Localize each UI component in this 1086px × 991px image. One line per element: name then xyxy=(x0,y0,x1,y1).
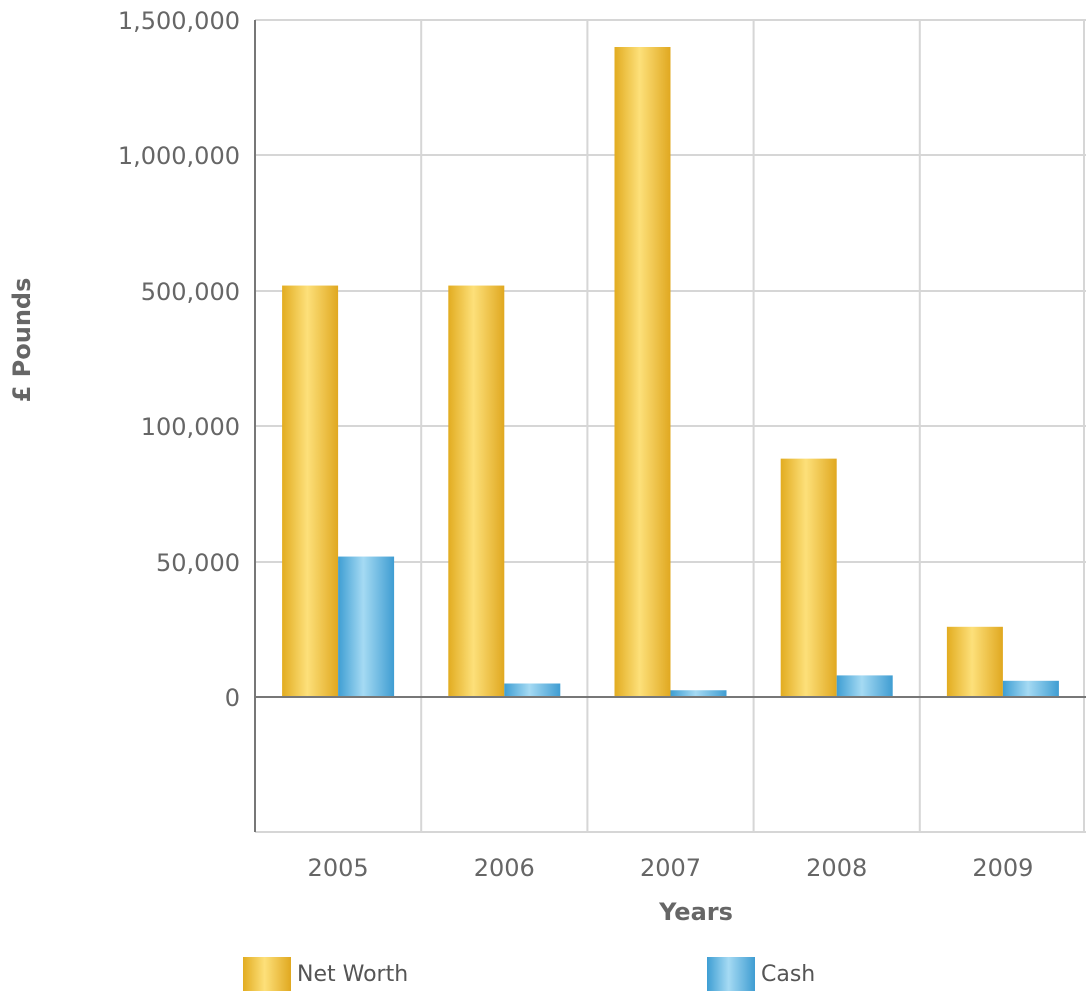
bar-cash-2005[interactable] xyxy=(338,556,395,697)
x-tick-label: 2009 xyxy=(972,854,1033,882)
bar-cash-2007[interactable] xyxy=(670,690,727,697)
x-tick-label: 2008 xyxy=(806,854,867,882)
tick-labels: 0 50,000 100,000 500,000 1,000,000 1,500,000 2… xyxy=(118,7,1034,882)
legend-swatch-net-worth xyxy=(243,957,291,991)
axes xyxy=(254,20,1086,832)
y-tick-label: 100,000 xyxy=(141,413,240,441)
bars xyxy=(282,47,1059,697)
x-axis-title: Years xyxy=(658,898,733,926)
legend-item-net-worth[interactable]: Net Worth xyxy=(243,957,408,991)
y-tick-label: 500,000 xyxy=(141,278,240,306)
bar-cash-2008[interactable] xyxy=(836,675,893,697)
legend-swatch-cash xyxy=(707,957,755,991)
bar-net-worth-2009[interactable] xyxy=(946,626,1003,697)
y-axis-title: £ Pounds xyxy=(8,278,36,403)
bar-cash-2006[interactable] xyxy=(504,683,561,698)
bar-cash-2009[interactable] xyxy=(1002,680,1059,697)
y-tick-label: 1,000,000 xyxy=(118,142,240,170)
x-tick-label: 2005 xyxy=(308,854,369,882)
legend-label-cash: Cash xyxy=(761,961,816,987)
legend-label-net-worth: Net Worth xyxy=(297,961,409,987)
bar-net-worth-2007[interactable] xyxy=(614,47,671,697)
bar-net-worth-2005[interactable] xyxy=(282,285,339,697)
legend-item-cash[interactable]: Cash xyxy=(707,957,815,991)
x-tick-label: 2006 xyxy=(474,854,535,882)
y-tick-label: 50,000 xyxy=(156,549,240,577)
bar-net-worth-2008[interactable] xyxy=(780,458,837,697)
x-tick-label: 2007 xyxy=(640,854,701,882)
y-tick-label: 1,500,000 xyxy=(118,7,240,35)
bar-net-worth-2006[interactable] xyxy=(448,285,505,697)
y-tick-label: 0 xyxy=(225,684,240,712)
